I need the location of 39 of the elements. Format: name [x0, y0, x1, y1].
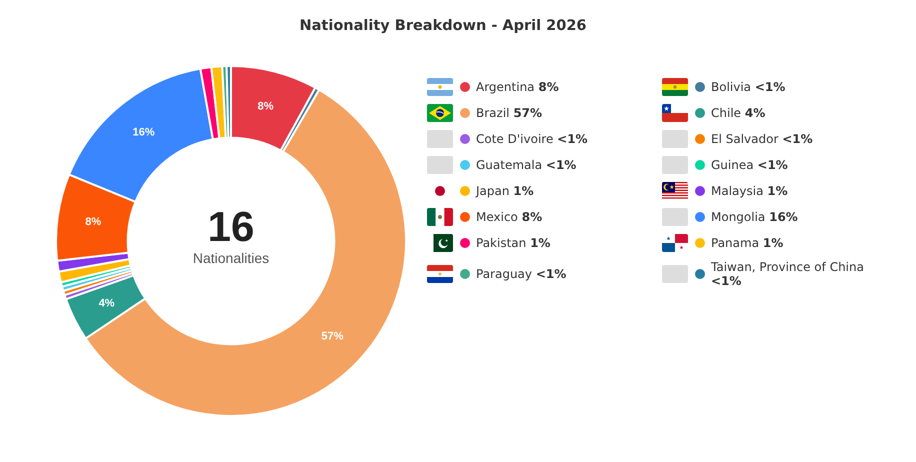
text: 4%: [744, 106, 766, 120]
data-label: <1%: [536, 267, 566, 281]
legend-label: Malaysia: [711, 184, 764, 198]
data-label: 1%: [767, 184, 788, 198]
data-label: 8%: [258, 100, 274, 112]
legend-label: Mongolia: [711, 210, 766, 224]
data-label: <1%: [754, 80, 786, 94]
text: 57%: [513, 106, 542, 120]
legend-label: Japan: [476, 184, 510, 198]
text: 16%: [769, 210, 798, 224]
text: 8%: [522, 210, 542, 224]
data-label: <1%: [546, 158, 576, 172]
legend-label: Chile: [711, 106, 742, 120]
data-label: 1%: [530, 236, 550, 250]
legend-label: Paraguay: [476, 267, 532, 281]
text: 8%: [538, 80, 559, 94]
data-label: 16%: [132, 126, 155, 139]
legend-label: Bolivia: [711, 80, 752, 94]
legend-label: El Salvador: [711, 132, 778, 146]
data-label: <1%: [557, 132, 588, 146]
legend-label: Pakistan: [476, 236, 526, 250]
data-label: 1%: [762, 236, 784, 250]
legend-label: Cote D'ivoire: [476, 132, 554, 146]
data-label: <1%: [782, 132, 813, 146]
text: 16: [206, 203, 256, 250]
chart-title: Nationality Breakdown - April 2026: [298, 18, 588, 34]
data-label: <1%: [711, 274, 742, 288]
data-label: <1%: [757, 158, 788, 172]
data-label: 1%: [513, 184, 534, 198]
legend-label: Panama: [711, 236, 760, 250]
text: Nationalities: [192, 249, 270, 267]
legend-label: Mexico: [476, 210, 518, 224]
data-label: 8%: [85, 216, 102, 228]
legend-label: Guatemala: [476, 158, 542, 172]
legend-label: Argentina: [476, 80, 535, 94]
legend-label: Brazil: [476, 106, 510, 120]
data-label: 57%: [321, 330, 344, 342]
data-label: 4%: [98, 297, 115, 310]
legend-label: Guinea: [711, 158, 754, 172]
